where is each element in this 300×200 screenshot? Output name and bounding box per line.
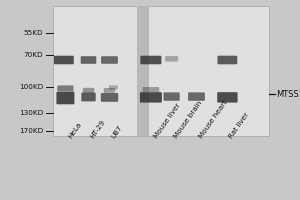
FancyBboxPatch shape: [101, 56, 118, 64]
Text: U87: U87: [110, 125, 124, 140]
FancyBboxPatch shape: [57, 85, 74, 91]
Text: 130KD: 130KD: [19, 110, 44, 116]
FancyBboxPatch shape: [101, 93, 118, 102]
FancyBboxPatch shape: [104, 88, 115, 93]
Text: Mouse heart: Mouse heart: [198, 100, 229, 140]
Text: 70KD: 70KD: [24, 52, 44, 58]
FancyBboxPatch shape: [109, 85, 118, 90]
Text: MTSS1: MTSS1: [277, 90, 300, 99]
Text: Mouse liver: Mouse liver: [153, 103, 182, 140]
Text: HeLa: HeLa: [68, 122, 83, 140]
FancyBboxPatch shape: [164, 92, 180, 101]
FancyBboxPatch shape: [217, 92, 238, 103]
FancyBboxPatch shape: [81, 56, 96, 64]
FancyBboxPatch shape: [83, 88, 94, 93]
FancyBboxPatch shape: [54, 56, 74, 64]
FancyBboxPatch shape: [81, 93, 96, 101]
Bar: [52, 6, 268, 136]
Bar: [136, 6, 148, 136]
Text: Rat liver: Rat liver: [228, 112, 250, 140]
FancyBboxPatch shape: [142, 87, 159, 92]
Text: Mouse brain: Mouse brain: [172, 100, 203, 140]
FancyBboxPatch shape: [140, 56, 161, 64]
Text: HT-29: HT-29: [89, 119, 106, 140]
FancyBboxPatch shape: [140, 92, 162, 103]
Text: 170KD: 170KD: [19, 128, 44, 134]
FancyBboxPatch shape: [165, 56, 178, 62]
FancyBboxPatch shape: [188, 92, 205, 101]
Text: 55KD: 55KD: [24, 30, 44, 36]
FancyBboxPatch shape: [218, 56, 237, 64]
FancyBboxPatch shape: [56, 92, 74, 104]
Text: 100KD: 100KD: [19, 84, 44, 90]
